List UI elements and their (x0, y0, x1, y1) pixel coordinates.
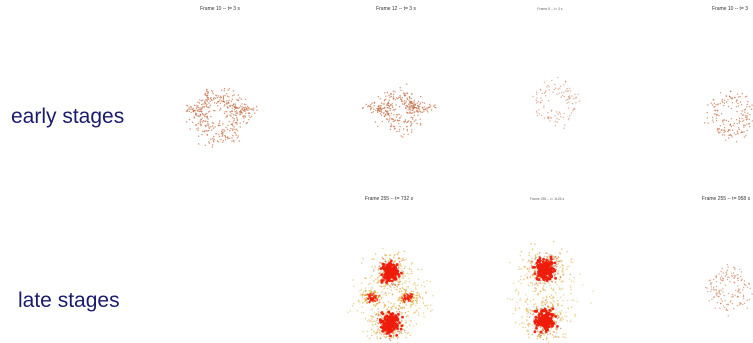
particle-plot-early-1 (185, 87, 258, 148)
frame-title-early-4: Frame 10 -- t= 3 (712, 6, 748, 12)
frame-title-late-1: Frame 255 -- t= 732 s (364, 196, 414, 202)
particle-plot-early-4 (703, 90, 753, 143)
frame-title-early-2: Frame 12 -- t= 3 s (376, 6, 416, 12)
particle-plot-early-2 (361, 83, 437, 138)
particle-plot-late-3 (704, 264, 753, 317)
particle-plot-early-3 (532, 77, 581, 129)
particle-plot-late-2 (507, 240, 594, 343)
particle-plot-late-1 (347, 247, 434, 343)
frame-title-late-3: Frame 255 -- t= 958 s (701, 196, 751, 202)
frame-title-early-1: Frame 10 -- t= 3 s (200, 6, 240, 12)
late-stages-label: late stages (18, 289, 120, 312)
early-stages-label: early stages (11, 105, 125, 128)
frame-title-late-2: Frame 255 -- t= 1126 s (529, 197, 565, 201)
frame-title-early-3: Frame 8 -- t= 3 s (537, 7, 563, 11)
